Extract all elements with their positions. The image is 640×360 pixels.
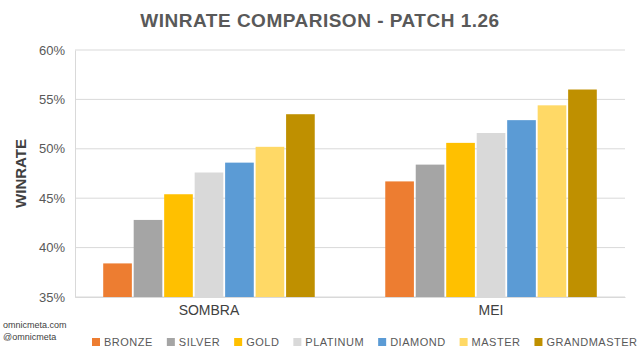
legend-swatch bbox=[293, 338, 301, 346]
bar bbox=[134, 220, 163, 297]
legend-item: GOLD bbox=[234, 336, 279, 348]
legend-label: MASTER bbox=[472, 336, 521, 348]
tick-label: 40% bbox=[39, 240, 65, 255]
legend-item: MASTER bbox=[460, 336, 521, 348]
title: WINRATE COMPARISON - PATCH 1.26 bbox=[140, 10, 499, 31]
series bbox=[164, 143, 475, 297]
bar bbox=[507, 120, 536, 297]
tick: 55% bbox=[39, 92, 75, 107]
bar bbox=[225, 163, 254, 297]
x-axis: SOMBRA MEI bbox=[76, 297, 626, 318]
bar bbox=[446, 143, 475, 297]
legend-label: GRANDMASTER bbox=[546, 336, 637, 348]
tick-label: 50% bbox=[39, 141, 65, 156]
bar bbox=[103, 263, 132, 297]
legend-label: GOLD bbox=[246, 336, 279, 348]
legend-swatch bbox=[167, 338, 175, 346]
grid bbox=[75, 50, 625, 297]
tick: 60% bbox=[39, 43, 75, 58]
legend-item: DIAMOND bbox=[378, 336, 445, 348]
tick-label: 35% bbox=[39, 290, 65, 305]
tick-label: 45% bbox=[39, 191, 65, 206]
legend-item: BRONZE bbox=[92, 336, 153, 348]
tick-label: 60% bbox=[39, 43, 65, 58]
legend-swatch bbox=[234, 338, 242, 346]
legend-swatch bbox=[378, 338, 386, 346]
bar bbox=[385, 181, 414, 297]
legend-swatch bbox=[534, 338, 542, 346]
axis-title: WINRATE bbox=[12, 139, 29, 208]
axis-line bbox=[76, 297, 626, 298]
tick: 40% bbox=[39, 240, 75, 255]
category-label: SOMBRA bbox=[179, 302, 240, 318]
tick: SOMBRA bbox=[179, 297, 240, 318]
series bbox=[225, 120, 536, 297]
legend-label: SILVER bbox=[179, 336, 220, 348]
annotation: @omnicmeta bbox=[3, 332, 56, 342]
axis-line bbox=[75, 51, 76, 298]
legend-item: PLATINUM bbox=[293, 336, 364, 348]
tick: 35% bbox=[39, 290, 75, 305]
bar bbox=[164, 194, 193, 297]
bar bbox=[538, 105, 567, 297]
category-label: MEI bbox=[479, 302, 504, 318]
tick: 50% bbox=[39, 141, 75, 156]
legend: BRONZE SILVER GOLD PLATINUM DIAMOND MASTER GRA… bbox=[92, 336, 638, 348]
legend-label: BRONZE bbox=[104, 336, 153, 348]
annotation: omnicmeta.com bbox=[3, 320, 67, 330]
tick-label: 55% bbox=[39, 92, 65, 107]
bar bbox=[286, 114, 315, 297]
legend-label: DIAMOND bbox=[390, 336, 445, 348]
legend-swatch bbox=[460, 338, 468, 346]
grid-line bbox=[75, 99, 625, 100]
bar bbox=[416, 165, 445, 297]
bars bbox=[103, 90, 597, 297]
bar bbox=[477, 133, 506, 297]
legend-item: GRANDMASTER bbox=[534, 336, 637, 348]
legend-swatch bbox=[92, 338, 100, 346]
bar bbox=[195, 173, 224, 297]
chart: 35% 40% 45% 50% 55% 60% SOMBRA MEI WINRATE COMPA… bbox=[0, 0, 640, 360]
tick: MEI bbox=[479, 297, 504, 318]
legend-item: SILVER bbox=[167, 336, 220, 348]
y-axis: 35% 40% 45% 50% 55% 60% bbox=[39, 43, 76, 305]
grid-line bbox=[75, 50, 625, 51]
series bbox=[286, 90, 597, 297]
legend-label: PLATINUM bbox=[305, 336, 364, 348]
bar bbox=[568, 90, 597, 297]
series bbox=[195, 133, 506, 297]
tick: 45% bbox=[39, 191, 75, 206]
series bbox=[256, 105, 567, 297]
bar bbox=[256, 147, 285, 297]
